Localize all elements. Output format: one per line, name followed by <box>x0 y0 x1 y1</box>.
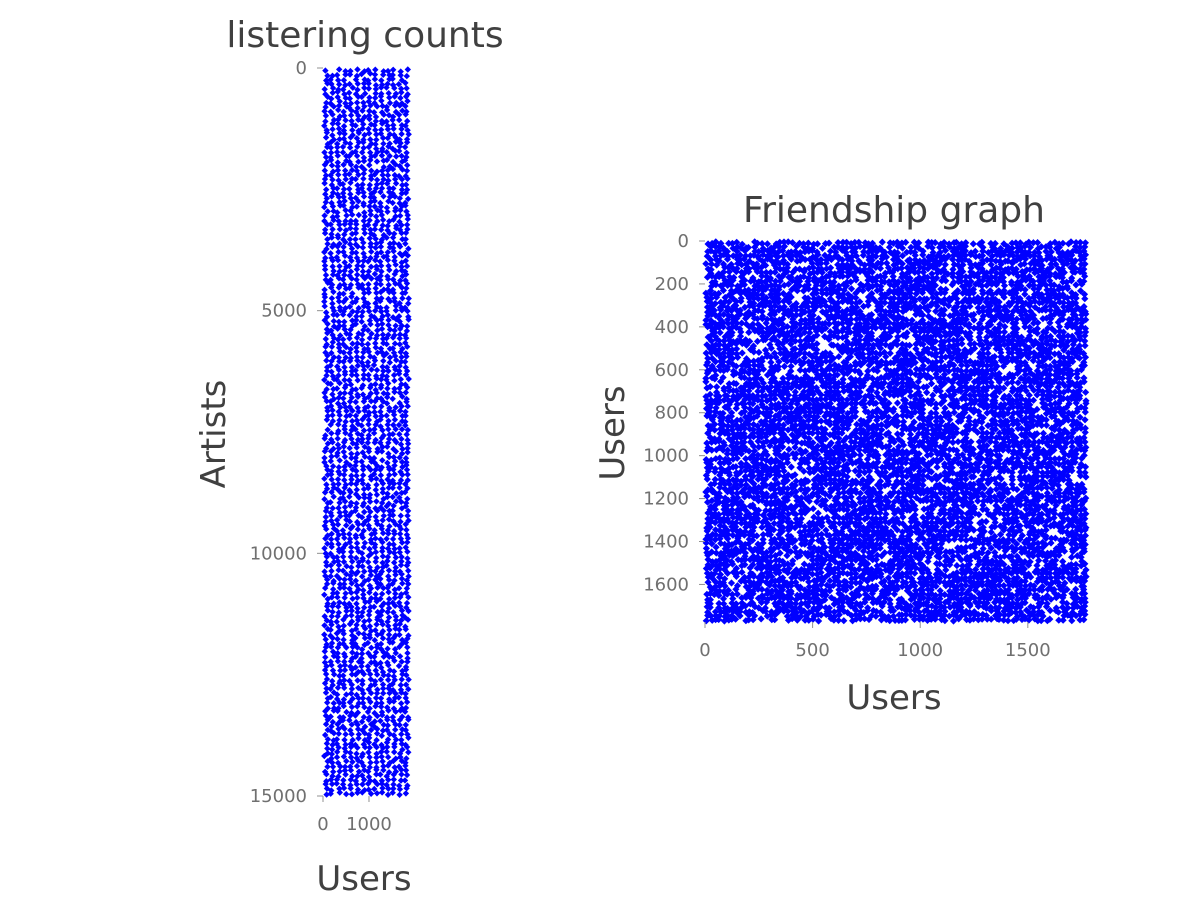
y-tick-label: 1200 <box>643 489 689 510</box>
x-tick-label: 1500 <box>1005 640 1051 661</box>
x-tick-label: 1000 <box>897 640 943 661</box>
y-axis-label-friendship: Users <box>593 385 633 480</box>
y-tick-label: 10000 <box>250 543 307 564</box>
plot-title-friendship: Friendship graph <box>743 190 1045 231</box>
y-tick-label: 800 <box>655 403 689 424</box>
nonzero-markers <box>702 238 1090 625</box>
nonzero-markers <box>321 66 412 798</box>
y-tick-label: 5000 <box>261 301 307 322</box>
x-axis-label-friendship: Users <box>846 678 941 718</box>
x-tick-label: 0 <box>699 640 710 661</box>
x-tick-label: 500 <box>795 640 829 661</box>
y-tick-label: 1600 <box>643 574 689 595</box>
y-tick-label: 0 <box>296 58 307 79</box>
listening-counts-markers <box>321 66 412 798</box>
y-tick-label: 400 <box>655 317 689 338</box>
x-axis-label-listening: Users <box>316 859 411 899</box>
friendship-graph-markers <box>702 238 1090 625</box>
friendship-graph-plot: Friendship graph 0 500 1000 1500 0 200 400 600 8… <box>593 190 1090 718</box>
y-tick-label: 1000 <box>643 446 689 467</box>
y-tick-label: 600 <box>655 360 689 381</box>
y-tick-label: 15000 <box>250 786 307 807</box>
y-tick-label: 1400 <box>643 532 689 553</box>
plot-title-listening: listering counts <box>226 15 503 56</box>
friendship-graph-ticks: 0 500 1000 1500 0 200 400 600 800 1000 1200 1400 160… <box>643 231 1051 661</box>
x-tick-label: 1000 <box>346 814 392 835</box>
y-axis-label-listening: Artists <box>194 380 234 489</box>
y-tick-label: 0 <box>678 231 689 252</box>
y-tick-label: 200 <box>655 274 689 295</box>
x-tick-label: 0 <box>317 814 328 835</box>
